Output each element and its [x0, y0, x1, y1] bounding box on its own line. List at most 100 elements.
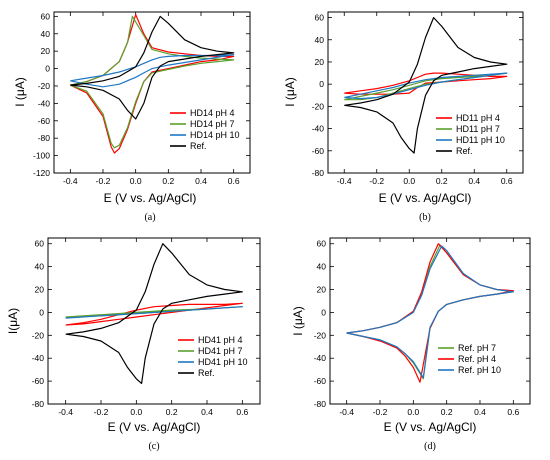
x-tick-label: 0.0 — [403, 176, 415, 186]
y-tick-label: -80 — [38, 133, 51, 143]
series-line-ref- — [344, 17, 508, 154]
y-tick-label: 40 — [317, 262, 327, 272]
y-tick-label: -40 — [32, 353, 45, 363]
y-tick-label: -20 — [312, 101, 325, 111]
series-line-hd14-ph-7 — [70, 15, 235, 149]
y-tick-label: 20 — [35, 285, 45, 295]
y-tick-label: 20 — [315, 57, 325, 67]
legend-entry: HD41 pH 7 — [198, 346, 243, 356]
x-tick-label: 0.4 — [468, 176, 480, 186]
series-line-hd14-ph-4 — [70, 14, 235, 154]
y-tick-label: -80 — [312, 168, 325, 178]
legend-entry: HD14 pH 4 — [190, 108, 235, 118]
chart-panel-3: -0.4 -0.2 0.0 0.2 0.4 0.6 -80 -60 -40 -20 0 20 40 60 H… — [6, 237, 261, 452]
x-tick-label: 0.2 — [441, 407, 453, 417]
legend-entry: HD41 pH 10 — [198, 357, 248, 367]
x-tick-label: 0.2 — [166, 407, 178, 417]
chart-panel-1: -0.4 -0.2 0.0 0.2 0.4 0.6 -120 -100 -80 -60 -40 -20… — [13, 11, 251, 223]
y-tick-label: 0 — [45, 64, 50, 74]
y-tick-label: 0 — [319, 79, 324, 89]
y-tick-label: 60 — [315, 13, 325, 23]
y-tick-label: 60 — [41, 11, 51, 21]
y-tick-label: -60 — [312, 146, 325, 156]
x-tick-label: -0.4 — [337, 176, 352, 186]
y-axis-label: I (μA) — [283, 77, 297, 107]
panel-label: (c) — [148, 441, 159, 452]
legend-entry: Ref. — [198, 368, 215, 378]
chart-panel-2: -0.4 -0.2 0.0 0.2 0.4 0.6 -80 -60 -40 -20 0 20 40 60 H… — [283, 11, 524, 223]
x-tick-label: 0.4 — [195, 176, 207, 186]
x-tick-label: -0.2 — [94, 407, 109, 417]
x-tick-label: 0.0 — [130, 407, 142, 417]
y-tick-label: -20 — [314, 330, 327, 340]
plot-frame — [329, 237, 531, 405]
y-tick-label: -60 — [32, 376, 45, 386]
x-axis-label: E (V vs. Ag/AgCl) — [108, 420, 201, 434]
x-tick-label: 0.6 — [228, 176, 240, 186]
y-tick-label: -20 — [32, 330, 45, 340]
y-axis-label: I(μA) — [6, 308, 20, 334]
panel-label: (d) — [424, 441, 436, 452]
y-tick-label: -40 — [312, 124, 325, 134]
x-tick-label: -0.4 — [339, 407, 354, 417]
x-tick-label: 0.6 — [501, 176, 513, 186]
y-tick-label: 60 — [35, 239, 45, 249]
y-tick-label: 0 — [39, 307, 44, 317]
x-tick-label: 0.2 — [162, 176, 174, 186]
y-tick-label: -100 — [33, 151, 50, 161]
y-tick-label: -80 — [314, 399, 327, 409]
legend-entry: Ref. pH 4 — [458, 354, 496, 364]
legend-entry: HD11 pH 7 — [456, 124, 500, 134]
series-line-ref-ph-10 — [346, 245, 514, 379]
panel-label: (b) — [419, 212, 431, 223]
y-tick-label: -40 — [38, 98, 51, 108]
y-tick-label: -60 — [38, 116, 51, 126]
y-tick-label: 60 — [317, 239, 327, 249]
x-tick-label: 0.4 — [474, 407, 486, 417]
x-tick-label: 0.6 — [236, 407, 248, 417]
series-line-hd41-ph-4 — [65, 302, 243, 326]
legend-entry: Ref. pH 10 — [458, 365, 501, 375]
series-line-hd11-ph-4 — [344, 72, 508, 95]
y-tick-label: 20 — [41, 46, 51, 56]
y-tick-label: -120 — [33, 168, 50, 178]
y-tick-label: -40 — [314, 353, 327, 363]
legend-entry: Ref. pH 7 — [458, 343, 496, 353]
y-tick-label: 40 — [41, 29, 51, 39]
legend-entry: Ref. — [456, 146, 473, 156]
x-tick-label: -0.2 — [373, 407, 388, 417]
x-tick-label: -0.4 — [58, 407, 73, 417]
x-tick-label: 0.6 — [507, 407, 519, 417]
x-tick-label: -0.4 — [63, 176, 78, 186]
panel-label: (a) — [144, 212, 155, 223]
legend-entry: Ref. — [190, 141, 207, 151]
legend-entry: HD11 pH 4 — [456, 113, 500, 123]
series-line-hd41-ph-10 — [65, 306, 243, 319]
y-tick-label: -60 — [314, 376, 327, 386]
x-tick-label: 0.0 — [407, 407, 419, 417]
series-line-hd14-ph-10 — [70, 53, 235, 88]
y-tick-label: -20 — [38, 81, 51, 91]
y-tick-label: 20 — [317, 285, 327, 295]
y-axis-label: I (μA) — [13, 77, 27, 107]
legend-entry: HD14 pH 7 — [190, 119, 235, 129]
legend-entry: HD41 pH 4 — [198, 335, 243, 345]
series-line-ref- — [70, 15, 235, 120]
x-tick-label: 0.0 — [130, 176, 142, 186]
y-tick-label: 40 — [35, 262, 45, 272]
legend-entry: HD11 pH 10 — [456, 135, 505, 145]
x-tick-label: 0.4 — [201, 407, 213, 417]
series-line-ref- — [65, 243, 243, 384]
x-axis-label: E (V vs. Ag/AgCl) — [384, 420, 477, 434]
legend-entry: HD14 pH 10 — [190, 130, 240, 140]
chart-panel-4: -0.4 -0.2 0.0 0.2 0.4 0.6 -80 -60 -40 -20 0 20 40 60 R… — [291, 237, 531, 452]
plot-frame — [327, 11, 524, 174]
series-line-hd11-ph-10 — [344, 72, 508, 100]
y-tick-label: -80 — [32, 399, 45, 409]
x-tick-label: -0.2 — [369, 176, 384, 186]
